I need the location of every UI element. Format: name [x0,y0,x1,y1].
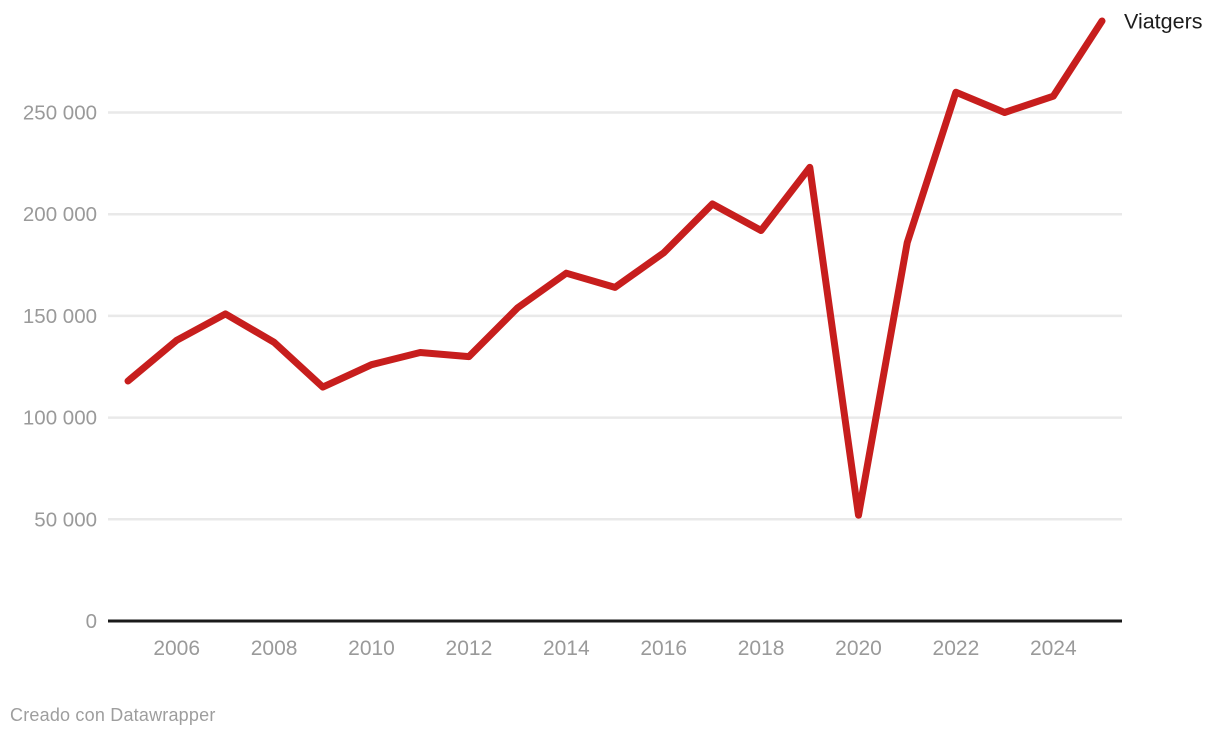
x-axis-label-2016: 2016 [640,637,687,660]
x-axis-label-2024: 2024 [1030,637,1077,660]
y-axis-label-150000: 150 000 [23,305,97,328]
x-axis-label-2010: 2010 [348,637,395,660]
series-label-viatgers: Viatgers [1124,9,1202,33]
y-axis-label-0: 0 [86,610,97,633]
y-axis-label-100000: 100 000 [23,407,97,430]
y-axis-label-250000: 250 000 [23,102,97,125]
datawrapper-credit: Creado con Datawrapper [10,705,216,725]
y-axis-label-200000: 200 000 [23,203,97,226]
line-chart: 0 50 000 100 000 150 000 200 000 250 000 2006 2… [23,9,1203,660]
x-axis-label-2022: 2022 [933,637,980,660]
x-axis-label-2006: 2006 [153,637,200,660]
x-axis-label-2008: 2008 [251,637,298,660]
viatgers-line [124,17,1106,519]
x-axis-label-2012: 2012 [446,637,493,660]
x-axis-label-2018: 2018 [738,637,785,660]
x-axis-label-2020: 2020 [835,637,882,660]
y-axis-label-50000: 50 000 [34,508,97,531]
x-axis-label-2014: 2014 [543,637,590,660]
